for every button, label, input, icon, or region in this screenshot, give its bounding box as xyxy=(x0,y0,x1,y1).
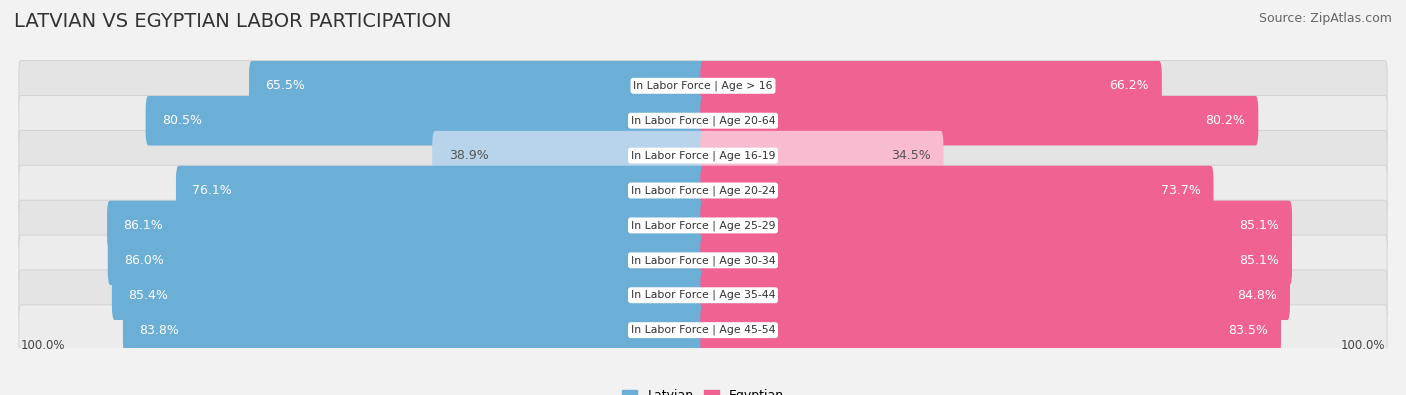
FancyBboxPatch shape xyxy=(18,200,1388,251)
Text: 86.1%: 86.1% xyxy=(124,219,163,232)
FancyBboxPatch shape xyxy=(249,61,706,111)
Text: 38.9%: 38.9% xyxy=(449,149,488,162)
FancyBboxPatch shape xyxy=(700,305,1281,355)
FancyBboxPatch shape xyxy=(700,166,1213,215)
Text: 83.8%: 83.8% xyxy=(139,324,180,337)
FancyBboxPatch shape xyxy=(108,235,706,285)
Text: 83.5%: 83.5% xyxy=(1227,324,1268,337)
Text: 100.0%: 100.0% xyxy=(1340,339,1385,352)
Text: 85.1%: 85.1% xyxy=(1239,219,1279,232)
FancyBboxPatch shape xyxy=(18,60,1388,111)
FancyBboxPatch shape xyxy=(176,166,706,215)
FancyBboxPatch shape xyxy=(122,305,706,355)
FancyBboxPatch shape xyxy=(700,131,943,181)
Text: 80.2%: 80.2% xyxy=(1205,114,1246,127)
Text: In Labor Force | Age 35-44: In Labor Force | Age 35-44 xyxy=(631,290,775,301)
FancyBboxPatch shape xyxy=(18,130,1388,181)
Text: 80.5%: 80.5% xyxy=(162,114,202,127)
Text: 84.8%: 84.8% xyxy=(1237,289,1277,302)
Text: 100.0%: 100.0% xyxy=(21,339,66,352)
FancyBboxPatch shape xyxy=(18,235,1388,286)
FancyBboxPatch shape xyxy=(700,96,1258,145)
Text: Source: ZipAtlas.com: Source: ZipAtlas.com xyxy=(1258,12,1392,25)
FancyBboxPatch shape xyxy=(700,235,1292,285)
Text: 86.0%: 86.0% xyxy=(124,254,165,267)
Text: In Labor Force | Age 16-19: In Labor Force | Age 16-19 xyxy=(631,150,775,161)
Text: LATVIAN VS EGYPTIAN LABOR PARTICIPATION: LATVIAN VS EGYPTIAN LABOR PARTICIPATION xyxy=(14,12,451,31)
FancyBboxPatch shape xyxy=(107,201,706,250)
FancyBboxPatch shape xyxy=(18,165,1388,216)
FancyBboxPatch shape xyxy=(432,131,706,181)
Text: In Labor Force | Age > 16: In Labor Force | Age > 16 xyxy=(633,81,773,91)
Text: 66.2%: 66.2% xyxy=(1109,79,1149,92)
FancyBboxPatch shape xyxy=(18,270,1388,321)
FancyBboxPatch shape xyxy=(112,271,706,320)
Legend: Latvian, Egyptian: Latvian, Egyptian xyxy=(617,384,789,395)
FancyBboxPatch shape xyxy=(146,96,706,145)
Text: 76.1%: 76.1% xyxy=(193,184,232,197)
Text: 73.7%: 73.7% xyxy=(1160,184,1201,197)
Text: 65.5%: 65.5% xyxy=(266,79,305,92)
Text: 85.1%: 85.1% xyxy=(1239,254,1279,267)
FancyBboxPatch shape xyxy=(700,201,1292,250)
Text: In Labor Force | Age 25-29: In Labor Force | Age 25-29 xyxy=(631,220,775,231)
FancyBboxPatch shape xyxy=(700,271,1289,320)
Text: 85.4%: 85.4% xyxy=(128,289,169,302)
Text: In Labor Force | Age 20-24: In Labor Force | Age 20-24 xyxy=(631,185,775,196)
Text: In Labor Force | Age 20-64: In Labor Force | Age 20-64 xyxy=(631,115,775,126)
Text: 34.5%: 34.5% xyxy=(890,149,931,162)
FancyBboxPatch shape xyxy=(18,96,1388,146)
FancyBboxPatch shape xyxy=(700,61,1161,111)
FancyBboxPatch shape xyxy=(18,305,1388,356)
Text: In Labor Force | Age 30-34: In Labor Force | Age 30-34 xyxy=(631,255,775,265)
Text: In Labor Force | Age 45-54: In Labor Force | Age 45-54 xyxy=(631,325,775,335)
